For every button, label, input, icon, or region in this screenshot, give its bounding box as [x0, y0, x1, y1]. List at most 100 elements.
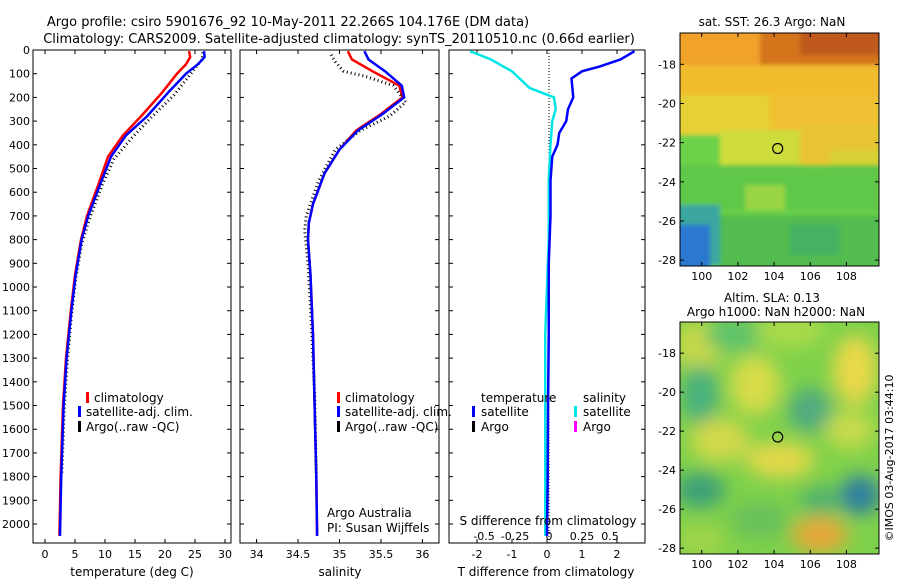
map-y-tick-label: -24: [658, 176, 676, 189]
map-y-tick-label: -18: [658, 347, 676, 360]
y-tick-label: 1500: [2, 400, 30, 413]
satellite-adj-line: [58, 51, 206, 536]
header-line-2: Climatology: CARS2009. Satellite-adjuste…: [43, 32, 635, 47]
y-tick-label: 700: [9, 210, 30, 223]
x-tick-label: -1: [507, 548, 518, 561]
sla-map-title: Altim. SLA: 0.13: [724, 291, 820, 305]
legend-swatch-t-satellite: [472, 406, 475, 417]
map-x-tick-label: 106: [800, 558, 821, 571]
sla-map-subtitle: Argo h1000: NaN h2000: NaN: [687, 305, 865, 319]
legend-title-salinity: salinity: [583, 391, 626, 405]
sla-map-frame: [679, 321, 880, 555]
map-x-tick-label: 102: [727, 558, 748, 571]
y-tick-label: 1400: [2, 376, 30, 389]
legend-label-satellite: satellite-adj. clim.: [86, 405, 193, 419]
y-tick-label: 2000: [2, 518, 30, 531]
x-tick-label: 35: [333, 548, 347, 561]
temperature-x-axis: 0 5 10 15 20 25 30: [42, 50, 232, 561]
legend-swatch-satellite: [78, 406, 81, 417]
legend-label-t-argo: Argo: [481, 420, 509, 434]
y-tick-label: 1300: [2, 352, 30, 365]
temperature-panel: 0100200300400500600700800900100011001200…: [2, 44, 232, 579]
temperature-xlabel: temperature (deg C): [70, 565, 193, 579]
legend-swatch-climatology: [337, 392, 340, 403]
y-tick-label: 300: [9, 115, 30, 128]
t-difference-satellite-line: [545, 50, 636, 536]
sla-map-axes: 100 102 104 106 108 -18 -20 -22 -24 -26 -28: [658, 322, 879, 571]
legend-swatch-argo: [78, 421, 81, 432]
y-tick-label: 600: [9, 186, 30, 199]
map-x-tick-label: 102: [727, 270, 748, 283]
legend-label-argo: Argo(..raw -QC): [86, 420, 179, 434]
salinity-y-ticks: [240, 49, 439, 525]
y-tick-label: 500: [9, 163, 30, 176]
salinity-xlabel: salinity: [318, 565, 361, 579]
x-tick-label: 34.5: [286, 548, 311, 561]
map-x-tick-label: 104: [764, 270, 785, 283]
legend-swatch-s-argo: [574, 421, 577, 432]
x-tick-label: 10: [98, 548, 112, 561]
salinity-axes-box: [239, 49, 440, 544]
legend-label-climatology: climatology: [94, 391, 164, 405]
y-tick-label: 1000: [2, 281, 30, 294]
legend-swatch-s-satellite: [574, 406, 577, 417]
map-x-tick-label: 100: [691, 558, 712, 571]
x-tick-label: 15: [128, 548, 142, 561]
satellite-adj-line: [306, 50, 406, 536]
temperature-axes-box: [32, 49, 232, 544]
legend-label-satellite: satellite-adj. clim.: [345, 405, 452, 419]
map-y-tick-label: -18: [658, 58, 676, 71]
legend-label-t-satellite: satellite: [481, 405, 529, 419]
x-tick-label: 0: [544, 548, 551, 561]
x-tick-label: 30: [218, 548, 232, 561]
map-x-tick-label: 106: [800, 270, 821, 283]
sst-heatmap: [680, 33, 879, 266]
header-line-1: Argo profile: csiro 5901676_92 10-May-20…: [47, 15, 529, 30]
legend-title-temperature: temperature: [481, 391, 556, 405]
map-y-tick-label: -20: [658, 386, 676, 399]
argo-line: [303, 53, 408, 477]
map-x-tick-label: 108: [836, 270, 857, 283]
map-y-tick-label: -20: [658, 97, 676, 110]
legend-swatch-satellite: [337, 406, 340, 417]
t-difference-label: T difference from climatology: [457, 565, 635, 579]
timestamp: ©IMOS 03-Aug-2017 03:44:10: [883, 375, 896, 542]
legend-label-argo: Argo(..raw -QC): [345, 420, 438, 434]
legend-label-s-argo: Argo: [583, 420, 611, 434]
map-y-tick-label: -22: [658, 137, 676, 150]
map-y-tick-label: -26: [658, 503, 676, 516]
climatology-line: [58, 50, 192, 536]
y-tick-label: 0: [23, 44, 30, 57]
y-tick-label: 1600: [2, 423, 30, 436]
x-tick-label: 5: [72, 548, 79, 561]
sst-map-panel: sat. SST: 26.3 Argo: NaN: [658, 15, 880, 283]
x2-tick-label: 0: [546, 530, 553, 543]
difference-series: [469, 50, 636, 536]
salinity-x-axis: 34 34.5 35 35.5 36: [250, 50, 429, 561]
difference-x-axis: -2 -1 0 1 2: [472, 50, 621, 561]
credit-text: Argo Australia: [327, 506, 412, 520]
y-tick-label: 1800: [2, 471, 30, 484]
salinity-difference-axis: -0.5 -0.25 0 0.25 0.5: [473, 530, 618, 543]
y-tick-label: 1900: [2, 494, 30, 507]
map-x-tick-label: 100: [691, 270, 712, 283]
x2-tick-label: -0.5: [473, 530, 494, 543]
temperature-legend: climatology satellite-adj. clim. Argo(..…: [78, 391, 193, 434]
difference-y-ticks: [449, 49, 645, 525]
x2-tick-label: 0.25: [570, 530, 595, 543]
climatology-line: [306, 50, 404, 536]
s-difference-satellite-line: [469, 50, 558, 536]
y-tick-label: 800: [9, 234, 30, 247]
map-x-tick-label: 104: [764, 558, 785, 571]
argo-position-marker: [772, 142, 784, 155]
sst-map-axes: 100 102 104 106 108 -18 -20 -22 -24 -26 -28: [658, 33, 879, 283]
y-tick-label: 1700: [2, 447, 30, 460]
y-tick-label: 1200: [2, 328, 30, 341]
y-tick-label: 400: [9, 139, 30, 152]
x-tick-label: 2: [614, 548, 621, 561]
x2-tick-label: 0.5: [601, 530, 619, 543]
legend-label-climatology: climatology: [345, 391, 415, 405]
s-difference-label: S difference from climatology: [460, 514, 637, 528]
depth-axis: 0 100 200 300 400 500 600 700 800 900 1000 1100 1200…: [2, 44, 231, 531]
y-tick-label: 100: [9, 68, 30, 81]
